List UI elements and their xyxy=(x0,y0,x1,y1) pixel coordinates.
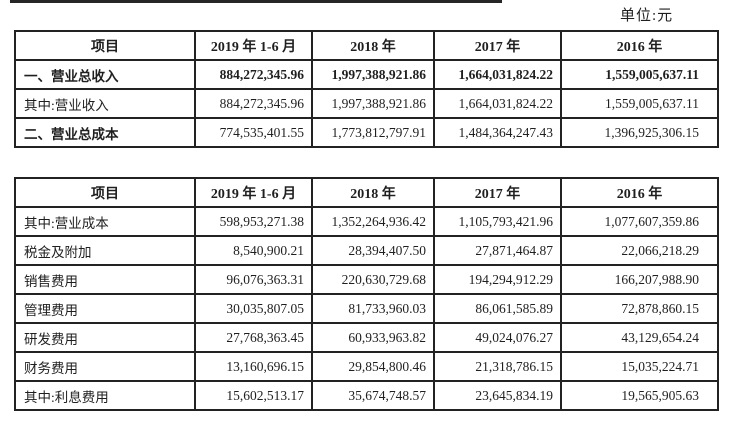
table-row: 二、营业总成本 774,535,401.55 1,773,812,797.91 1,4… xyxy=(14,117,719,148)
value-cell: 1,664,031,824.22 xyxy=(433,88,562,119)
column-header: 2018 年 xyxy=(311,30,435,61)
value-cell: 19,565,905.63 xyxy=(560,380,719,411)
value-cell: 1,352,264,936.42 xyxy=(311,206,435,237)
value-cell: 49,024,076.27 xyxy=(433,322,562,353)
value-cell: 1,396,925,306.15 xyxy=(560,117,719,148)
value-cell: 598,953,271.38 xyxy=(194,206,313,237)
table-row: 销售费用 96,076,363.31 220,630,729.68 194,294,9… xyxy=(14,264,719,295)
value-cell: 1,105,793,421.96 xyxy=(433,206,562,237)
value-cell: 29,854,800.46 xyxy=(311,351,435,382)
value-cell: 194,294,912.29 xyxy=(433,264,562,295)
value-cell: 1,559,005,637.11 xyxy=(560,59,719,90)
row-label-cell: 其中:利息费用 xyxy=(14,380,196,411)
revenue-cost-summary-table: 项目 2019 年 1-6 月 2018 年 2017 年 2016 年一、营业总收入 8… xyxy=(14,30,719,148)
column-header: 2017 年 xyxy=(433,30,562,61)
value-cell: 96,076,363.31 xyxy=(194,264,313,295)
value-cell: 43,129,654.24 xyxy=(560,322,719,353)
column-header: 2016 年 xyxy=(560,30,719,61)
value-cell: 72,878,860.15 xyxy=(560,293,719,324)
column-header: 2019 年 1-6 月 xyxy=(194,177,313,208)
cost-breakdown-table: 项目 2019 年 1-6 月 2018 年 2017 年 2016 年其中:营业成本 5… xyxy=(14,177,719,411)
row-label-cell: 财务费用 xyxy=(14,351,196,382)
value-cell: 22,066,218.29 xyxy=(560,235,719,266)
value-cell: 884,272,345.96 xyxy=(194,88,313,119)
value-cell: 1,077,607,359.86 xyxy=(560,206,719,237)
row-label-cell: 管理费用 xyxy=(14,293,196,324)
column-header: 2019 年 1-6 月 xyxy=(194,30,313,61)
row-label-cell: 二、营业总成本 xyxy=(14,117,196,148)
row-label-cell: 研发费用 xyxy=(14,322,196,353)
value-cell: 1,559,005,637.11 xyxy=(560,88,719,119)
value-cell: 1,664,031,824.22 xyxy=(433,59,562,90)
header-row: 项目 2019 年 1-6 月 2018 年 2017 年 2016 年 xyxy=(14,177,719,208)
value-cell: 1,997,388,921.86 xyxy=(311,88,435,119)
value-cell: 35,674,748.57 xyxy=(311,380,435,411)
row-label-cell: 一、营业总收入 xyxy=(14,59,196,90)
row-label-cell: 其中:营业成本 xyxy=(14,206,196,237)
table-row: 税金及附加 8,540,900.21 28,394,407.50 27,871,464… xyxy=(14,235,719,266)
value-cell: 8,540,900.21 xyxy=(194,235,313,266)
value-cell: 81,733,960.03 xyxy=(311,293,435,324)
value-cell: 15,602,513.17 xyxy=(194,380,313,411)
value-cell: 13,160,696.15 xyxy=(194,351,313,382)
value-cell: 884,272,345.96 xyxy=(194,59,313,90)
table-row: 财务费用 13,160,696.15 29,854,800.46 21,318,786… xyxy=(14,351,719,382)
table-row: 其中:利息费用 15,602,513.17 35,674,748.57 23,645,… xyxy=(14,380,719,411)
top-partial-rule xyxy=(10,0,502,3)
value-cell: 30,035,807.05 xyxy=(194,293,313,324)
value-cell: 15,035,224.71 xyxy=(560,351,719,382)
value-cell: 27,871,464.87 xyxy=(433,235,562,266)
table-row: 研发费用 27,768,363.45 60,933,963.82 49,024,076… xyxy=(14,322,719,353)
column-header: 项目 xyxy=(14,177,196,208)
table-row: 管理费用 30,035,807.05 81,733,960.03 86,061,585… xyxy=(14,293,719,324)
value-cell: 60,933,963.82 xyxy=(311,322,435,353)
value-cell: 28,394,407.50 xyxy=(311,235,435,266)
column-header: 2017 年 xyxy=(433,177,562,208)
table-row: 一、营业总收入 884,272,345.96 1,997,388,921.86 1,6… xyxy=(14,59,719,90)
table-row: 其中:营业收入 884,272,345.96 1,997,388,921.86 1,6… xyxy=(14,88,719,119)
value-cell: 1,773,812,797.91 xyxy=(311,117,435,148)
row-label-cell: 税金及附加 xyxy=(14,235,196,266)
value-cell: 220,630,729.68 xyxy=(311,264,435,295)
row-label-cell: 其中:营业收入 xyxy=(14,88,196,119)
header-row: 项目 2019 年 1-6 月 2018 年 2017 年 2016 年 xyxy=(14,30,719,61)
value-cell: 1,997,388,921.86 xyxy=(311,59,435,90)
row-label-cell: 销售费用 xyxy=(14,264,196,295)
column-header: 2018 年 xyxy=(311,177,435,208)
value-cell: 21,318,786.15 xyxy=(433,351,562,382)
value-cell: 23,645,834.19 xyxy=(433,380,562,411)
value-cell: 774,535,401.55 xyxy=(194,117,313,148)
column-header: 2016 年 xyxy=(560,177,719,208)
table-row: 其中:营业成本 598,953,271.38 1,352,264,936.42 1,1… xyxy=(14,206,719,237)
value-cell: 1,484,364,247.43 xyxy=(433,117,562,148)
value-cell: 27,768,363.45 xyxy=(194,322,313,353)
value-cell: 86,061,585.89 xyxy=(433,293,562,324)
column-header: 项目 xyxy=(14,30,196,61)
value-cell: 166,207,988.90 xyxy=(560,264,719,295)
unit-label: 单位:元 xyxy=(620,8,674,24)
